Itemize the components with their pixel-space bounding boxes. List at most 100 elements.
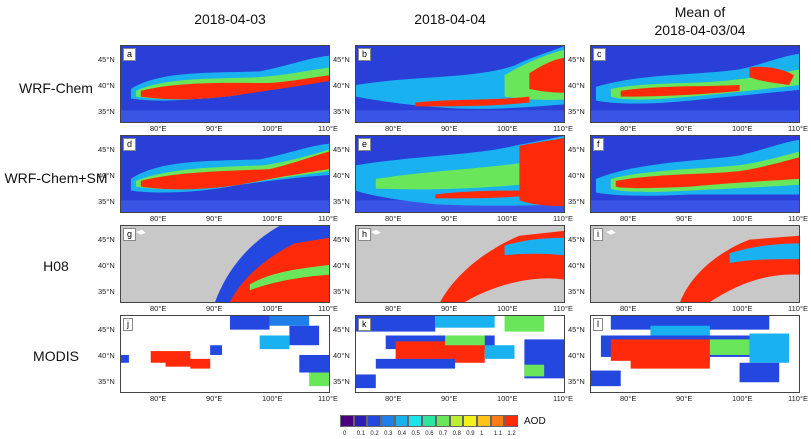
- lon-tick: 90°E: [441, 124, 458, 133]
- map-panel-d: d: [120, 135, 330, 213]
- lon-tick: 90°E: [441, 394, 458, 403]
- colorbar-tick-label: 0.8: [452, 431, 461, 437]
- lon-tick: 110°E: [788, 304, 808, 313]
- lon-tick: 100°E: [732, 394, 753, 403]
- lon-tick: 100°E: [497, 394, 518, 403]
- colorbar-tick-label: 1.2: [507, 431, 516, 437]
- map-panel-f: f: [590, 135, 800, 213]
- lon-tick: 110°E: [318, 214, 338, 223]
- colorbar-tick-label: 1: [480, 431, 484, 437]
- colorbar-swatch: [381, 415, 395, 427]
- lon-tick: 80°E: [150, 304, 167, 313]
- map-panel-i: i: [590, 225, 800, 303]
- lat-tick: 45°N: [98, 235, 115, 244]
- lon-tick: 90°E: [206, 214, 223, 223]
- column-title-2: 2018-04-04: [414, 11, 486, 27]
- colorbar-swatch: [422, 415, 436, 427]
- lon-tick: 100°E: [497, 214, 518, 223]
- lon-tick: 110°E: [553, 304, 573, 313]
- lat-tick: 40°N: [98, 261, 115, 270]
- panel-letter-g: g: [123, 228, 137, 241]
- panel-letter-l: l: [593, 318, 603, 331]
- lon-tick: 100°E: [262, 304, 283, 313]
- lon-tick: 110°E: [553, 214, 573, 223]
- lon-tick: 80°E: [150, 214, 167, 223]
- aod-map-c: [591, 46, 799, 122]
- panel-letter-c: c: [593, 48, 606, 61]
- lat-tick: 35°N: [98, 107, 115, 116]
- lon-tick: 80°E: [385, 124, 402, 133]
- lon-tick: 100°E: [497, 124, 518, 133]
- lon-tick: 100°E: [732, 304, 753, 313]
- lon-tick: 90°E: [676, 214, 693, 223]
- panel-letter-i: i: [593, 228, 603, 241]
- column-title-3-line2: 2018-04-03/04: [654, 22, 746, 38]
- colorbar-label: AOD: [524, 416, 546, 427]
- map-panel-h: h: [355, 225, 565, 303]
- colorbar-swatch: [490, 415, 505, 427]
- lat-tick: 40°N: [333, 171, 350, 180]
- aod-map-l: [591, 316, 799, 392]
- colorbar-swatch: [435, 415, 450, 427]
- colorbar-tick-label: 0: [343, 431, 347, 437]
- colorbar-swatch: [476, 415, 491, 427]
- panel-letter-f: f: [593, 138, 604, 151]
- lon-tick: 80°E: [150, 124, 167, 133]
- lat-tick: 45°N: [98, 145, 115, 154]
- lat-tick: 35°N: [98, 377, 115, 386]
- aod-map-k: [356, 316, 564, 392]
- colorbar-tick-label: 0.9: [466, 431, 475, 437]
- lat-tick: 35°N: [568, 287, 585, 296]
- map-panel-g: g: [120, 225, 330, 303]
- colorbar-swatch: [394, 415, 409, 427]
- panel-letter-k: k: [358, 318, 371, 331]
- map-panel-j: j: [120, 315, 330, 393]
- map-panel-a: a: [120, 45, 330, 123]
- colorbar-swatch: [367, 415, 382, 427]
- lon-tick: 90°E: [206, 394, 223, 403]
- lon-tick: 110°E: [553, 394, 573, 403]
- lon-tick: 90°E: [441, 214, 458, 223]
- panel-letter-d: d: [123, 138, 137, 151]
- lat-tick: 45°N: [333, 235, 350, 244]
- colorbar-swatch: [463, 415, 477, 427]
- lat-tick: 40°N: [568, 261, 585, 270]
- lat-tick: 45°N: [568, 55, 585, 64]
- lat-tick: 40°N: [568, 351, 585, 360]
- lat-tick: 35°N: [568, 197, 585, 206]
- lat-tick: 35°N: [98, 287, 115, 296]
- colorbar-tick-label: 0.3: [384, 431, 393, 437]
- colorbar-tick-label: 0.1: [356, 431, 366, 437]
- colorbar-swatch: [408, 415, 423, 427]
- aod-map-e: [356, 136, 564, 212]
- lon-tick: 110°E: [788, 394, 808, 403]
- panel-letter-j: j: [123, 318, 133, 331]
- row-label-h08: H08: [43, 258, 69, 274]
- lon-tick: 80°E: [620, 214, 637, 223]
- aod-map-h: [356, 226, 564, 302]
- lat-tick: 45°N: [568, 145, 585, 154]
- lat-tick: 35°N: [333, 107, 350, 116]
- row-label-modis: MODIS: [33, 348, 79, 364]
- lat-tick: 45°N: [568, 325, 585, 334]
- colorbar-tick-label: 0.4: [397, 431, 407, 437]
- lat-tick: 40°N: [98, 171, 115, 180]
- lon-tick: 110°E: [318, 124, 338, 133]
- lat-tick: 45°N: [333, 55, 350, 64]
- lon-tick: 110°E: [788, 214, 808, 223]
- colorbar-tick-label: 0.7: [438, 431, 448, 437]
- lon-tick: 90°E: [676, 124, 693, 133]
- panel-letter-e: e: [358, 138, 372, 151]
- aod-map-g: [121, 226, 329, 302]
- column-title-3: Mean of 2018-04-03/04: [620, 3, 780, 39]
- aod-map-f: [591, 136, 799, 212]
- lat-tick: 40°N: [333, 81, 350, 90]
- lon-tick: 80°E: [150, 394, 167, 403]
- colorbar-tick-label: 0.2: [370, 431, 379, 437]
- lat-tick: 45°N: [568, 235, 585, 244]
- lat-tick: 35°N: [333, 197, 350, 206]
- lon-tick: 100°E: [262, 394, 283, 403]
- map-panel-k: k: [355, 315, 565, 393]
- lat-tick: 40°N: [568, 171, 585, 180]
- lat-tick: 40°N: [98, 351, 115, 360]
